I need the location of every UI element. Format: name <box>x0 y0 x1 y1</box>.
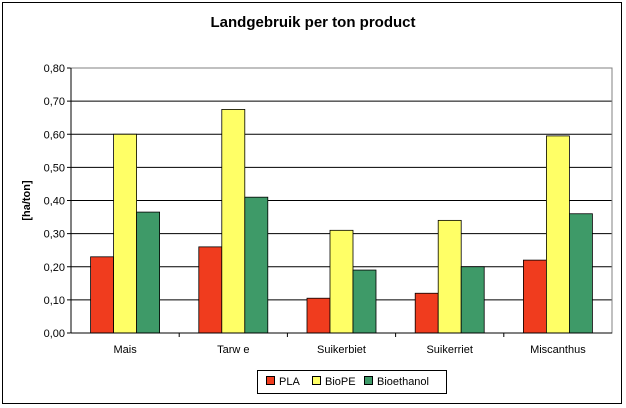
bar-pla-3 <box>414 292 439 334</box>
bar-bioethanol-4 <box>569 213 593 334</box>
y-tick-label: 0,00 <box>44 328 65 340</box>
x-category-label: Miscanthus <box>530 344 586 356</box>
legend-swatch-bioethanol <box>364 376 373 385</box>
bar-bioethanol-1 <box>244 196 269 334</box>
bar-biope-0 <box>113 133 137 334</box>
legend-label-biope: BioPE <box>325 376 356 388</box>
bar-biope-4 <box>546 135 570 334</box>
chart-title: Landgebruik per ton product <box>210 14 416 31</box>
y-tick-label: 0,30 <box>44 229 65 241</box>
bar-pla-4 <box>523 259 547 334</box>
y-tick-label: 0,40 <box>44 196 65 208</box>
x-category-labels: Mais Tarw e Suikerbiet Suikerriet Miscanthus <box>113 344 586 356</box>
y-tick-label: 0,20 <box>44 262 65 274</box>
x-category-label: Tarw e <box>217 344 249 356</box>
y-tick-label: 0,10 <box>44 295 65 307</box>
bar-bioethanol-0 <box>136 211 161 334</box>
x-category-label: Suikerbiet <box>317 344 366 356</box>
bar-bioethanol-2 <box>352 269 377 334</box>
legend-label-bioethanol: Bioethanol <box>377 376 429 388</box>
bar-biope-3 <box>437 219 462 334</box>
legend-swatch-biope <box>312 376 321 385</box>
x-category-label: Mais <box>113 344 137 356</box>
bar-pla-1 <box>198 246 223 334</box>
legend-item-bioethanol: Bioethanol <box>364 376 429 388</box>
y-axis-label: [ha/ton] <box>21 180 33 221</box>
legend-label-pla: PLA <box>279 376 300 388</box>
legend-item-pla: PLA <box>266 376 300 388</box>
bar-pla-2 <box>306 297 331 334</box>
chart-frame <box>2 2 622 404</box>
y-tick-label: 0,80 <box>44 63 65 75</box>
bar-biope-2 <box>329 229 354 334</box>
legend: PLA BioPE Bioethanol <box>257 370 447 394</box>
y-tick-labels: 0,00 0,10 0,20 0,30 0,40 0,50 0,60 0,70 0,80 <box>44 63 65 340</box>
x-category-label: Suikerriet <box>426 344 472 356</box>
bar-pla-0 <box>90 256 114 334</box>
bar-bioethanol-3 <box>460 266 485 334</box>
axes <box>67 67 613 337</box>
legend-swatch-pla <box>266 376 275 385</box>
y-tick-label: 0,70 <box>44 96 65 108</box>
bar-biope-1 <box>221 109 246 334</box>
legend-item-biope: BioPE <box>312 376 356 388</box>
y-tick-label: 0,60 <box>44 129 65 141</box>
y-tick-label: 0,50 <box>44 162 65 174</box>
